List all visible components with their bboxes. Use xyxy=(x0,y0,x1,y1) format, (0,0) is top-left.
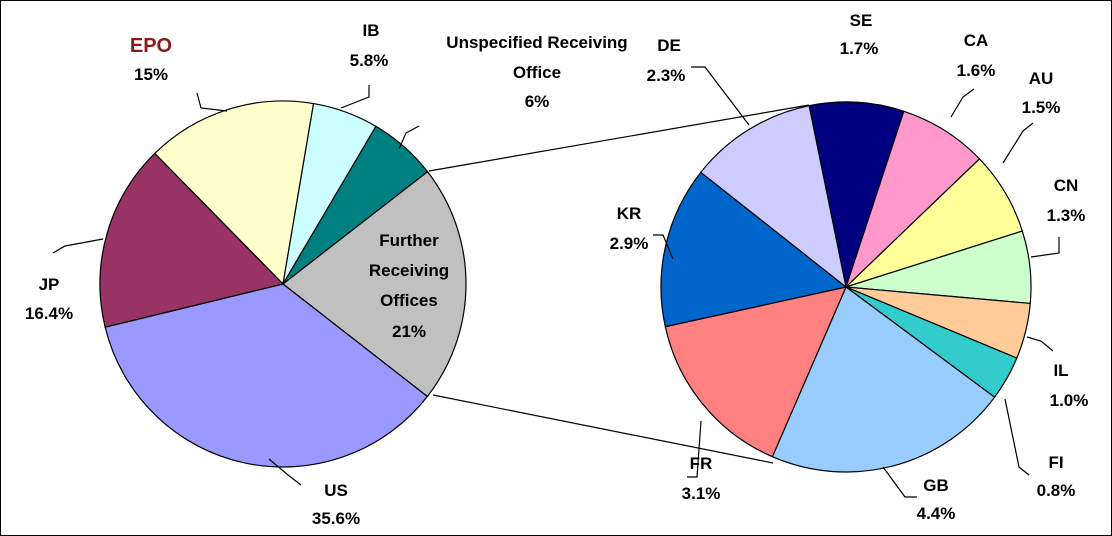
leader-line xyxy=(340,85,370,109)
data-label: US xyxy=(324,481,348,500)
pie-slice xyxy=(660,171,848,328)
leader-line xyxy=(398,125,420,150)
data-label: Unspecified Receiving Office xyxy=(446,33,628,82)
pie-slice xyxy=(153,100,315,286)
pie-slice xyxy=(99,152,285,328)
leader-line xyxy=(653,234,674,260)
data-label: 5.8% xyxy=(349,51,389,70)
connector-line xyxy=(428,104,810,172)
leader-line xyxy=(1026,336,1054,352)
data-label: CN xyxy=(1053,176,1079,195)
data-label: 1.5% xyxy=(1021,98,1061,117)
data-label: KR xyxy=(616,204,642,223)
data-label: 2.3% xyxy=(646,66,686,85)
leader-line xyxy=(268,458,302,486)
data-label: 4.4% xyxy=(916,504,956,523)
data-label: DE xyxy=(657,36,681,55)
data-label: 2.9% xyxy=(609,234,649,253)
leader-line xyxy=(52,238,104,254)
pie-slice xyxy=(771,286,996,473)
data-label: CA xyxy=(963,31,989,50)
data-label: 6% xyxy=(524,92,550,111)
pie-slice xyxy=(282,170,467,398)
data-label: 1.0% xyxy=(1049,391,1089,410)
pie-slice xyxy=(699,105,847,289)
leader-line xyxy=(950,88,975,118)
leader-line xyxy=(196,92,228,112)
data-label: FR xyxy=(689,454,713,473)
pie-slice xyxy=(808,101,905,290)
connector-lines xyxy=(428,104,810,464)
slices xyxy=(99,100,1032,473)
data-label: 0.8% xyxy=(1036,481,1076,500)
leader-line xyxy=(687,420,702,478)
data-label: Further Receiving Offices xyxy=(368,231,450,310)
data-label: GB xyxy=(923,476,949,495)
data-label: 3.1% xyxy=(681,484,721,503)
data-label: EPO xyxy=(129,35,173,57)
pie-slice xyxy=(664,286,848,458)
leader-line xyxy=(1002,122,1034,164)
data-label: 1.3% xyxy=(1046,206,1086,225)
data-label: 21% xyxy=(391,322,427,341)
data-label: 16.4% xyxy=(24,304,74,323)
data-label: FI xyxy=(1048,453,1064,472)
data-label: SE xyxy=(849,11,873,30)
data-label: AU xyxy=(1028,69,1054,88)
leader-line xyxy=(691,66,750,126)
data-label: IL xyxy=(1053,361,1069,380)
data-label: 15% xyxy=(133,65,169,84)
connector-line xyxy=(432,394,774,464)
leader-line xyxy=(882,466,917,498)
data-label: 1.7% xyxy=(839,39,879,58)
pie-slice xyxy=(104,283,429,468)
data-label: 1.6% xyxy=(956,61,996,80)
data-label: 35.6% xyxy=(311,509,361,528)
leader-lines xyxy=(52,66,1060,498)
data-label: IB xyxy=(362,21,380,40)
leader-line xyxy=(1004,398,1030,476)
leader-line xyxy=(1030,237,1060,258)
data-label: JP xyxy=(38,275,60,294)
